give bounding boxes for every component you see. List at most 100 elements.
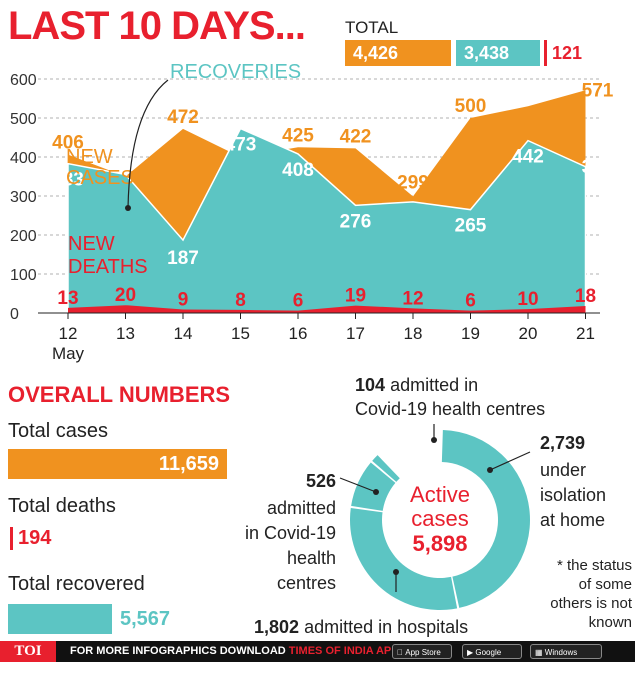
donut-center-line1: Active	[410, 482, 470, 507]
area-new-deaths	[68, 305, 586, 313]
xtick-17: 17	[346, 324, 365, 343]
label-526-line4: centres	[276, 573, 336, 593]
chart-areas	[67, 90, 587, 314]
total-new-cases: 4,426	[345, 40, 451, 66]
ytick-400: 400	[10, 150, 37, 167]
total-deaths-value: 194	[18, 527, 52, 549]
ytick-300: 300	[10, 189, 37, 206]
note-line3: others is not	[550, 595, 632, 612]
label-new-deaths-13: 20	[115, 285, 136, 306]
label-recoveries-17: 276	[340, 211, 372, 232]
chart-labels: 406 472 425 422 299 500 571 383 187 473 408 276 265 4…	[52, 80, 614, 311]
total-label: TOTAL	[345, 18, 399, 37]
ytick-100: 100	[10, 267, 37, 284]
xtick-month: May	[52, 344, 85, 363]
recoveries-pointer-dot	[125, 205, 131, 211]
label-new-cases-18: 299	[397, 172, 429, 193]
label-new-cases-14: 472	[167, 107, 199, 128]
xtick-14: 14	[174, 324, 193, 343]
donut-segment-1802	[350, 508, 458, 610]
annotation-new-cases-1: NEW	[66, 146, 113, 168]
note-line1: * the status	[556, 557, 632, 574]
google-play-button[interactable]: ▶ Google play	[462, 644, 522, 672]
total-recovered-label: Total recovered	[8, 573, 145, 595]
overall-title: OVERALL NUMBERS	[8, 382, 231, 407]
label-new-deaths-20: 10	[517, 289, 538, 310]
label-2739-num: 2,739	[540, 433, 586, 453]
label-new-deaths-12: 13	[57, 288, 78, 309]
label-526-line2: in Covid-19	[244, 523, 336, 543]
total-cases-bar	[8, 449, 227, 479]
label-new-cases-16: 425	[282, 125, 314, 146]
total-cases-value: 11,659	[158, 453, 219, 475]
label-recoveries-20: 442	[512, 147, 544, 168]
label-new-deaths-15: 8	[235, 290, 246, 311]
total-deaths-bar-small	[10, 527, 13, 550]
label-new-deaths-21: 18	[575, 286, 596, 307]
xtick-20: 20	[519, 324, 538, 343]
label-recoveries-21: 375	[582, 157, 614, 178]
total-recovered-value: 5,567	[120, 608, 171, 630]
total-deaths-label: Total deaths	[8, 495, 116, 517]
xtick-12: 12	[59, 324, 78, 343]
ytick-600: 600	[10, 72, 37, 89]
label-new-cases-12: 406	[52, 133, 84, 154]
note-line2: of some	[578, 576, 632, 593]
label-new-deaths-18: 12	[402, 288, 423, 309]
total-deaths-bar	[544, 40, 547, 66]
xtick-19: 19	[461, 324, 480, 343]
label-1802: 1,802 admitted in hospitals	[254, 617, 469, 637]
total-recoveries: 3,438	[456, 40, 540, 66]
xtick-21: 21	[576, 324, 595, 343]
label-104-line2: Covid-19 health centres	[355, 399, 546, 419]
label-new-cases-21: 571	[582, 80, 614, 101]
total-deaths: 121	[552, 43, 583, 63]
ytick-200: 200	[10, 228, 37, 245]
label-recoveries-12: 383	[52, 170, 84, 191]
donut-segment-727	[379, 430, 441, 478]
annotation-recoveries: RECOVERIES	[170, 61, 301, 83]
ytick-500: 500	[10, 111, 37, 128]
area-chart: 0 100 200 300 400 500 600 406 472 425 422 299 500 57…	[10, 61, 614, 363]
xtick-18: 18	[404, 324, 423, 343]
annotation-deaths-1: NEW	[68, 233, 115, 255]
xtick-13: 13	[116, 324, 135, 343]
app-store-button[interactable]:  App Store	[392, 644, 452, 659]
label-2739-line2: isolation	[540, 485, 607, 505]
recoveries-pointer	[127, 79, 169, 209]
label-2739-line3: at home	[540, 510, 606, 530]
label-526-line1: admitted	[266, 498, 336, 518]
label-new-cases-17: 422	[340, 126, 372, 147]
windows-phone-button[interactable]: ▦ Windows Phone	[530, 644, 602, 672]
label-526-num: 526	[305, 471, 336, 491]
donut-segment-2739	[441, 430, 531, 608]
label-new-deaths-14: 9	[178, 289, 189, 310]
label-2739-line1: under	[540, 460, 587, 480]
toi-logo: TOI	[0, 641, 56, 662]
ytick-0: 0	[10, 306, 19, 323]
label-recoveries-14: 187	[167, 248, 199, 269]
label-new-deaths-16: 6	[293, 291, 304, 312]
active-cases-donut: Active cases 5,898	[350, 430, 531, 610]
headline: LAST 10 DAYS...	[8, 4, 306, 48]
label-new-deaths-19: 6	[465, 291, 476, 312]
status-note: * the status of some others is not known	[520, 556, 632, 632]
chart-axis: 12 13 14 15 16 17 18 19 20 21 May	[38, 312, 600, 363]
total-recovered-bar	[8, 604, 112, 634]
donut-center-value: 5,898	[412, 531, 467, 556]
label-526-line3: health	[286, 548, 336, 568]
donut-segment-104	[372, 455, 400, 482]
annotation-new-cases-2: CASES	[66, 167, 134, 189]
xtick-16: 16	[289, 324, 308, 343]
area-recoveries	[67, 127, 587, 314]
donut-center-line2: cases	[411, 506, 468, 531]
label-104: 104 admitted in	[355, 375, 479, 395]
label-recoveries-15: 473	[225, 135, 257, 156]
footer-cta: FOR MORE INFOGRAPHICS DOWNLOAD TIMES OF …	[70, 645, 399, 657]
xtick-15: 15	[231, 324, 250, 343]
donut-segments	[350, 430, 531, 610]
label-new-cases-19: 500	[455, 96, 487, 117]
total-cases-label: Total cases	[8, 420, 109, 442]
label-recoveries-19: 265	[455, 216, 487, 237]
